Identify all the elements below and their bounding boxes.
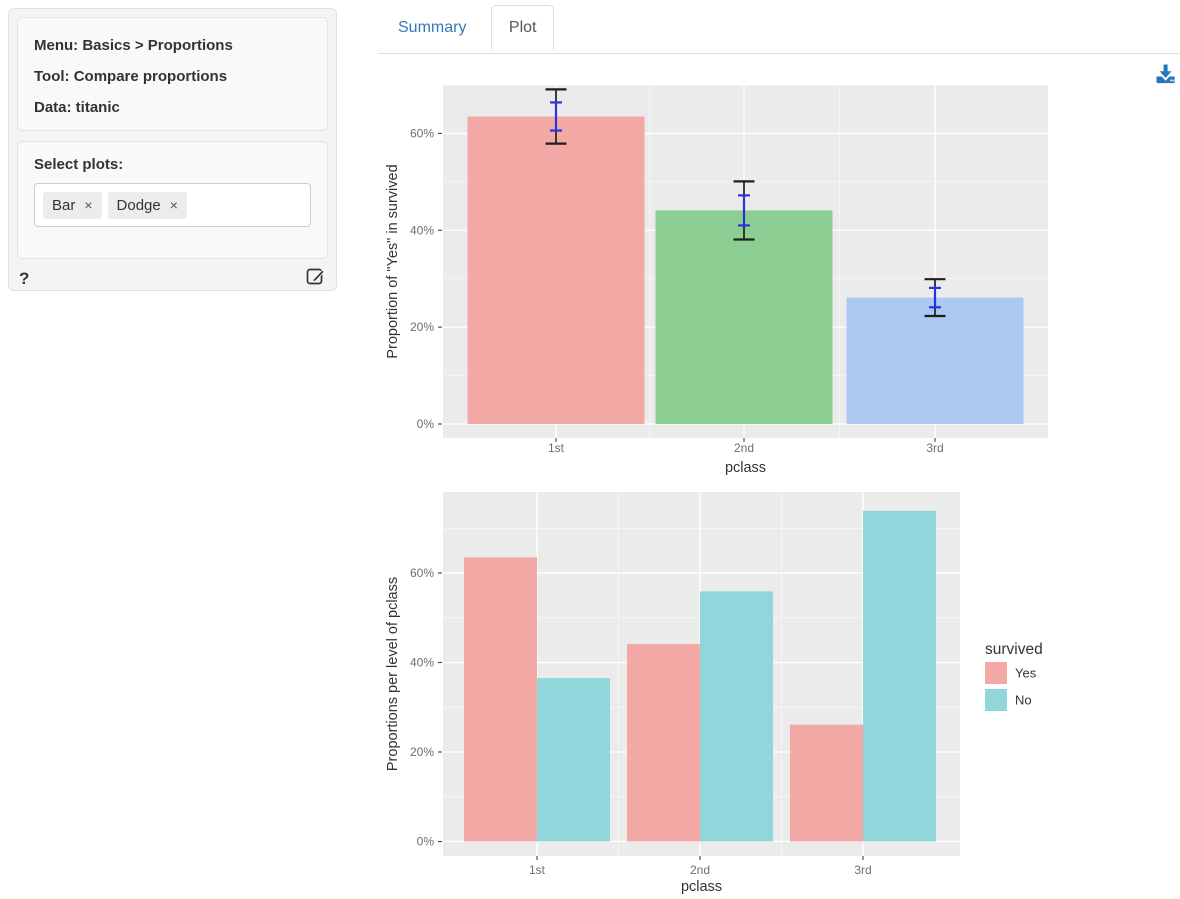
result-tabs: Summary Plot xyxy=(378,4,1180,54)
svg-text:3rd: 3rd xyxy=(854,863,871,877)
plots-multiselect-input[interactable]: Bar × Dodge × xyxy=(34,183,311,227)
plot-tag-bar-remove-icon[interactable]: × xyxy=(84,197,93,213)
svg-text:1st: 1st xyxy=(529,863,546,877)
sidebar: Menu: Basics > Proportions Tool: Compare… xyxy=(8,8,337,291)
legend-title: survived xyxy=(985,641,1043,658)
plot-tag-bar[interactable]: Bar × xyxy=(43,191,102,219)
sidebar-footer: ? xyxy=(17,266,328,291)
svg-text:0%: 0% xyxy=(417,417,435,431)
tool-name: Tool: Compare proportions xyxy=(34,68,228,85)
dataset-name: Data: titanic xyxy=(34,99,120,116)
proportion-bar-chart: 0% 20% 40% 60% 1st 2nd 3rd pclass Proportion of … xyxy=(385,84,1048,476)
svg-text:2nd: 2nd xyxy=(690,863,710,877)
tab-summary[interactable]: Summary xyxy=(398,19,467,36)
svg-text:0%: 0% xyxy=(417,835,435,849)
plot-tag-bar-label: Bar xyxy=(52,196,76,214)
svg-text:20%: 20% xyxy=(410,320,434,334)
svg-text:1st: 1st xyxy=(548,441,565,455)
select-plots-label: Select plots: xyxy=(34,156,124,173)
dodge-bar-chart: 0% 20% 40% 60% 1st 2nd 3rd pclass Proportions pe… xyxy=(385,492,1043,895)
edit-report-icon[interactable] xyxy=(306,266,326,291)
plot-tag-dodge-label: Dodge xyxy=(116,196,161,214)
svg-text:60%: 60% xyxy=(410,566,434,580)
plot-tag-dodge[interactable]: Dodge × xyxy=(107,191,187,219)
menu-breadcrumb: Menu: Basics > Proportions xyxy=(34,37,233,54)
download-plot-button[interactable] xyxy=(1154,62,1177,85)
svg-text:Yes: Yes xyxy=(1015,666,1037,681)
svg-text:No: No xyxy=(1015,693,1032,708)
svg-text:3rd: 3rd xyxy=(926,441,943,455)
svg-text:40%: 40% xyxy=(410,656,434,670)
help-button[interactable]: ? xyxy=(19,268,30,288)
tool-info-panel: Menu: Basics > Proportions Tool: Compare… xyxy=(17,17,328,131)
svg-text:2nd: 2nd xyxy=(734,441,754,455)
select-plots-panel: Select plots: Bar × Dodge × xyxy=(17,141,328,259)
svg-text:60%: 60% xyxy=(410,126,434,140)
svg-text:pclass: pclass xyxy=(681,879,722,895)
svg-text:20%: 20% xyxy=(410,745,434,759)
svg-text:Proportions per level of pclas: Proportions per level of pclass xyxy=(385,577,401,771)
tab-plot[interactable]: Plot xyxy=(490,5,555,50)
svg-text:40%: 40% xyxy=(410,223,434,237)
svg-text:Proportion of "Yes" in survive: Proportion of "Yes" in survived xyxy=(385,164,401,358)
svg-text:pclass: pclass xyxy=(725,460,766,476)
plot-tag-dodge-remove-icon[interactable]: × xyxy=(169,197,178,213)
